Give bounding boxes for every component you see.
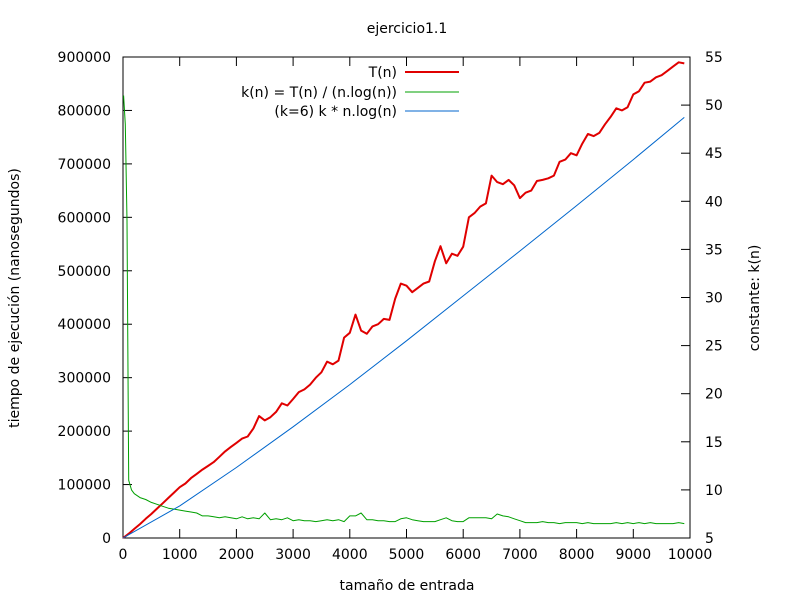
- y-tick-label: 800000: [58, 103, 111, 119]
- y2-tick-label: 10: [705, 483, 723, 499]
- y-axis-title: tiempo de ejecución (nanosegundos): [7, 168, 23, 428]
- series-line-2: [123, 95, 685, 525]
- x-tick-label: 7000: [502, 547, 538, 563]
- y2-axis: 5 10 15 20 25 30 35 40 45 50 55: [681, 50, 723, 547]
- y2-tick-label: 40: [705, 194, 723, 210]
- x-axis-title: tamaño de entrada: [340, 578, 475, 594]
- y2-axis-title: constante: k(n): [747, 245, 763, 352]
- y-tick-label: 100000: [58, 478, 111, 494]
- y-tick-label: 700000: [58, 157, 111, 173]
- legend-label-1: T(n): [368, 65, 397, 81]
- y-tick-label: 500000: [58, 264, 111, 280]
- x-tick-label: 4000: [332, 547, 368, 563]
- series-layer: [122, 61, 685, 539]
- y-tick-label: 400000: [58, 317, 111, 333]
- y2-tick-label: 15: [705, 435, 723, 451]
- y2-tick-label: 5: [705, 531, 714, 547]
- y-tick-label: 300000: [58, 371, 111, 387]
- x-tick-label: 8000: [559, 547, 595, 563]
- x-tick-label: 10000: [668, 547, 713, 563]
- x-tick-label: 5000: [389, 547, 425, 563]
- y-tick-label: 0: [102, 531, 111, 547]
- x-tick-label: 3000: [275, 547, 311, 563]
- y-tick-label: 200000: [58, 424, 111, 440]
- x-tick-label: 0: [119, 547, 128, 563]
- x-tick-label: 9000: [615, 547, 651, 563]
- x-tick-label: 6000: [445, 547, 481, 563]
- x-axis: 0 1000 2000 3000 4000 5000 6000 7000 8000 9000 100…: [119, 57, 713, 563]
- legend-label-3: (k=6) k * n.log(n): [274, 104, 397, 120]
- y2-tick-label: 55: [705, 50, 723, 66]
- x-tick-label: 1000: [162, 547, 198, 563]
- y2-tick-label: 50: [705, 98, 723, 114]
- chart-title: ejercicio1.1: [367, 21, 448, 37]
- legend-label-2: k(n) = T(n) / (n.log(n)): [241, 85, 397, 101]
- x-tick-label: 2000: [219, 547, 255, 563]
- series-line-3: [122, 117, 685, 539]
- y-tick-label: 600000: [58, 210, 111, 226]
- y2-tick-label: 25: [705, 339, 723, 355]
- y2-tick-label: 45: [705, 146, 723, 162]
- legend: T(n) k(n) = T(n) / (n.log(n)) (k=6) k * n.…: [241, 65, 459, 120]
- y2-tick-label: 20: [705, 387, 723, 403]
- y2-tick-label: 35: [705, 242, 723, 258]
- series-line-1: [122, 61, 685, 539]
- y-axis: 0 100000 200000 300000 400000 500000 600000 700…: [58, 50, 132, 547]
- y-tick-label: 900000: [58, 50, 111, 66]
- y2-tick-label: 30: [705, 291, 723, 307]
